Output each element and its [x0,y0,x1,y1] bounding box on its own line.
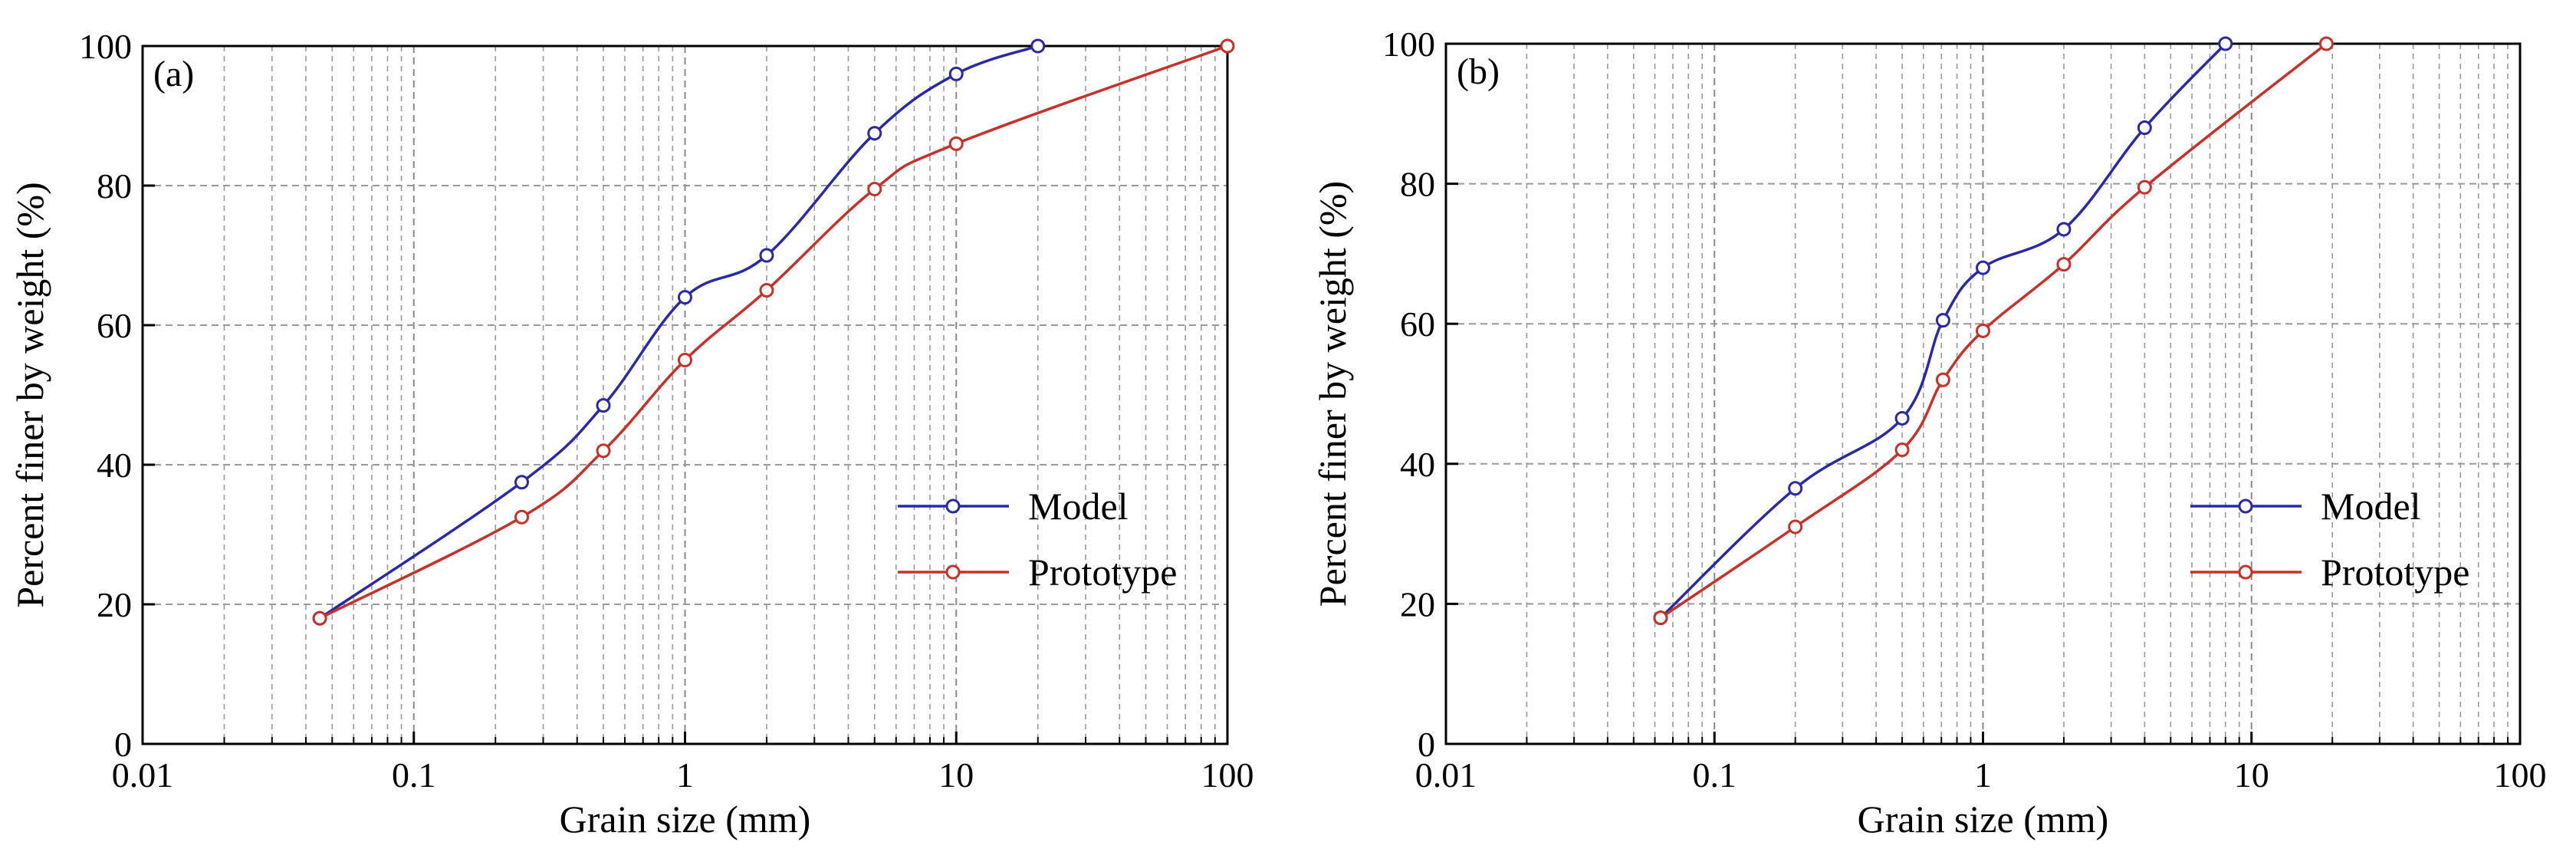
data-point [1220,38,1235,54]
data-point [678,290,692,305]
panel-label: (b) [1457,51,1500,92]
y-tick-label: 80 [1400,165,1435,204]
series-prototype [312,38,1235,626]
x-axis: 0.01 0.1 1 10 100 [112,732,1254,795]
data-point [514,509,530,525]
data-point [312,610,327,626]
data-point [1976,260,1990,275]
data-point [1935,313,1950,328]
data-point [1788,519,1803,535]
legend-marker [2238,498,2253,514]
y-tick-label: 80 [97,166,132,206]
data-point [2137,120,2152,136]
data-point [1788,481,1803,496]
x-tick-label: 1 [1974,755,1992,795]
chart-panel-b: 0.01 0.1 1 10 100 0 20 40 60 80 100 Grain size (mm)… [1311,25,2547,841]
legend-label: Prototype [1028,551,1177,594]
data-point [596,443,611,459]
grid-lines [143,46,1227,744]
legend-label: Prototype [2321,551,2469,594]
x-tick-label: 0.01 [112,755,174,795]
y-tick-label: 0 [114,725,132,764]
chart-panel-a: 0.01 0.1 1 10 100 0 20 40 60 80 100 Grain size (mm)… [8,27,1254,841]
panel-label: (a) [153,54,194,94]
data-point [759,248,774,263]
x-tick-label: 10 [2234,755,2269,795]
x-tick-label: 1 [676,755,694,795]
x-axis-title: Grain size (mm) [560,798,811,841]
data-point [1030,38,1046,54]
series-line [319,44,1039,620]
y-axis: 0 20 40 60 80 100 [79,27,155,764]
y-tick-label: 60 [97,306,132,345]
legend: Model Prototype [2190,485,2469,594]
y-axis-title: Percent finer by weight (%) [8,182,51,607]
y-tick-label: 20 [1400,584,1435,623]
data-point [2318,36,2334,51]
y-tick-label: 20 [97,585,132,624]
legend-marker [2238,564,2253,580]
legend-label: Model [1028,485,1129,528]
y-tick-label: 100 [79,27,132,66]
data-point [2137,179,2152,195]
series-prototype [1653,36,2334,626]
x-axis-title: Grain size (mm) [1858,798,2109,841]
data-point [596,398,611,413]
data-point [2056,257,2072,272]
data-point [1653,610,1668,626]
y-tick-label: 60 [1400,304,1435,344]
legend: Model Prototype [898,485,1177,594]
x-tick-label: 0.1 [1693,755,1737,795]
data-point [867,126,882,141]
data-point [1935,372,1950,387]
grid-lines [1446,44,2520,744]
x-tick-label: 0.01 [1415,755,1477,795]
data-point [948,66,964,81]
x-tick-label: 100 [2494,755,2547,795]
y-tick-label: 40 [97,446,132,485]
data-point [514,475,530,490]
data-point [759,283,774,298]
legend-marker [945,498,961,514]
data-point [1894,443,1910,458]
data-point [2056,222,2072,237]
data-point [2218,36,2233,51]
x-tick-label: 10 [938,755,974,795]
x-tick-label: 0.1 [392,755,436,795]
legend-label: Model [2321,485,2421,528]
data-point [948,136,964,151]
y-tick-label: 40 [1400,445,1435,484]
data-point [678,353,692,367]
y-tick-label: 100 [1382,25,1435,64]
data-point [867,182,882,197]
y-axis: 0 20 40 60 80 100 [1382,25,1458,764]
y-tick-label: 0 [1418,725,1435,764]
x-axis: 0.01 0.1 1 10 100 [1415,732,2547,795]
y-axis-title: Percent finer by weight (%) [1311,181,1354,607]
x-tick-label: 100 [1201,755,1254,795]
data-point [1976,323,1990,338]
data-point [1894,410,1910,426]
legend-marker [945,564,961,580]
